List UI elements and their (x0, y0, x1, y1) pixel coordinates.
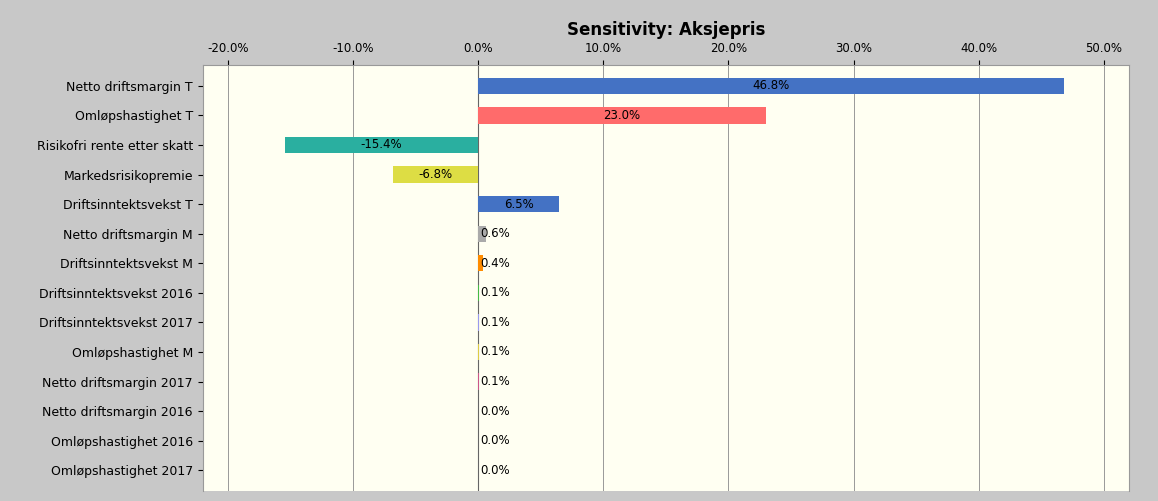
Title: Sensitivity: Aksjepris: Sensitivity: Aksjepris (566, 21, 765, 39)
Bar (478, 344, 479, 360)
Text: 0.0%: 0.0% (481, 405, 511, 418)
Text: -6.8%: -6.8% (418, 168, 453, 181)
Text: 0.1%: 0.1% (481, 346, 511, 359)
Bar (478, 255, 483, 272)
Bar (478, 285, 479, 301)
Text: 6.5%: 6.5% (504, 197, 534, 210)
Text: 0.1%: 0.1% (481, 287, 511, 299)
Text: 0.1%: 0.1% (481, 375, 511, 388)
Bar (478, 373, 479, 390)
Text: 46.8%: 46.8% (753, 79, 790, 92)
Text: 0.6%: 0.6% (481, 227, 511, 240)
Text: 0.0%: 0.0% (481, 434, 511, 447)
Text: -15.4%: -15.4% (361, 138, 403, 151)
Text: 0.0%: 0.0% (481, 464, 511, 477)
Bar (478, 107, 765, 124)
Text: 23.0%: 23.0% (603, 109, 640, 122)
Bar (478, 196, 559, 212)
Bar (478, 314, 479, 331)
Bar (478, 225, 485, 242)
Bar (393, 166, 478, 183)
Text: 0.1%: 0.1% (481, 316, 511, 329)
Text: 0.4%: 0.4% (481, 257, 511, 270)
Bar (285, 137, 478, 153)
Bar (478, 78, 1064, 94)
